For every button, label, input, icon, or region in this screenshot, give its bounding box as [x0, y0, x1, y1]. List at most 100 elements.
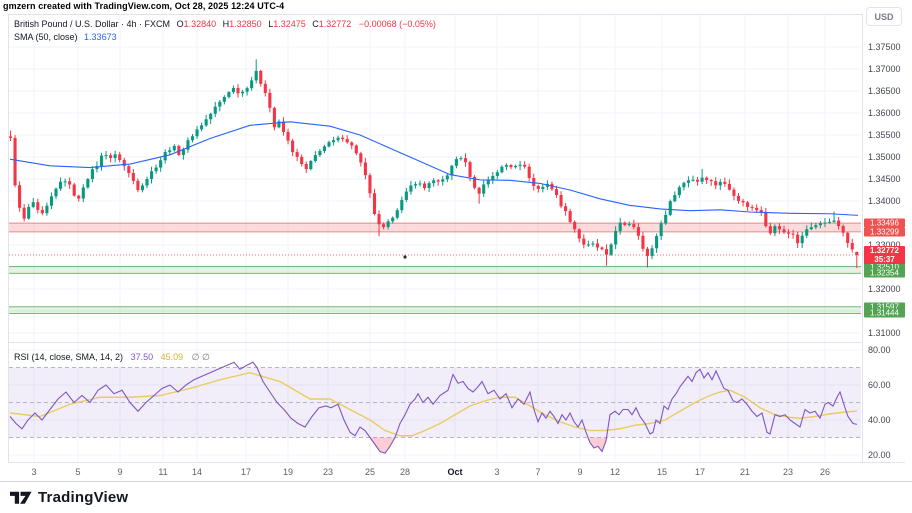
- candle: [268, 92, 272, 108]
- candle: [200, 125, 204, 130]
- time-axis[interactable]: 3 5 9 11 14 17 19 23 25 28 Oct 3 7 9 12 15 17 21 23 26: [8, 462, 905, 480]
- candle: [368, 175, 372, 194]
- candle: [459, 158, 463, 160]
- date-tick-label: Oct: [447, 467, 463, 477]
- ohlc-low-value: 1.32475: [273, 19, 306, 29]
- candle: [577, 229, 581, 239]
- currency-toggle-button[interactable]: USD: [866, 7, 902, 26]
- candle: [573, 221, 577, 230]
- candle: [645, 248, 650, 256]
- candle: [318, 151, 322, 156]
- candle: [327, 142, 331, 147]
- candle: [500, 166, 504, 173]
- candle: [714, 181, 718, 186]
- symbol-legend-row: British Pound / U.S. Dollar · 4h · FXCM …: [14, 18, 436, 30]
- candle: [691, 179, 695, 181]
- price-zones: [9, 222, 861, 314]
- price-tick-label: 1.34000: [868, 196, 901, 206]
- date-tick-label: 19: [282, 467, 294, 477]
- date-tick-label: 17: [694, 467, 706, 477]
- price-tick-label: 1.31000: [868, 328, 901, 338]
- candle: [81, 187, 85, 199]
- candle: [636, 227, 640, 236]
- candle: [181, 149, 185, 155]
- rsi-legend: RSI (14, close, SMA, 14, 2) 37.50 45.09 …: [14, 352, 210, 363]
- price-level-badge: 1.31444: [864, 308, 905, 318]
- candle: [664, 214, 668, 224]
- candle: [668, 201, 672, 215]
- symbol-legend: British Pound / U.S. Dollar · 4h · FXCM …: [14, 18, 436, 44]
- candle: [495, 172, 499, 176]
- price-level-badge: 1.32510: [864, 262, 905, 272]
- price-level-badge: 1.31597: [864, 302, 905, 312]
- candle: [386, 221, 390, 228]
- candle: [272, 107, 276, 128]
- candle: [841, 226, 845, 233]
- change-value: −0.00068 (−0.05%): [358, 19, 436, 29]
- ohlc-low-label: L: [268, 19, 274, 29]
- resistance-zone: [9, 223, 861, 232]
- price-level-badge: 1.32354: [864, 268, 905, 278]
- candle: [159, 160, 163, 168]
- candle: [837, 220, 841, 227]
- tradingview-logo-icon: [10, 491, 32, 504]
- candle: [31, 202, 35, 207]
- ohlc-high-value: 1.32850: [229, 19, 262, 29]
- candle: [122, 160, 126, 167]
- candle: [40, 209, 44, 214]
- candle: [436, 180, 440, 182]
- candle: [427, 183, 431, 189]
- price-tick-label: 1.35500: [868, 130, 901, 140]
- candle: [9, 136, 13, 138]
- candle: [473, 176, 477, 188]
- candle: [236, 88, 240, 94]
- candle: [759, 210, 763, 213]
- candle: [313, 155, 317, 162]
- price-tick-label: 1.37000: [868, 64, 901, 74]
- candle: [49, 196, 53, 206]
- candle: [732, 189, 736, 196]
- date-tick-label: 26: [819, 467, 831, 477]
- candle: [755, 207, 759, 211]
- candle: [491, 175, 495, 181]
- candle: [341, 137, 345, 140]
- candle: [218, 101, 222, 107]
- candle: [641, 235, 645, 249]
- candle: [673, 195, 677, 202]
- candle: [705, 177, 709, 181]
- candle: [650, 248, 654, 256]
- candle: [855, 252, 859, 256]
- date-tick-label: 5: [75, 467, 81, 477]
- date-tick-label: 25: [364, 467, 376, 477]
- price-axis[interactable]: 1.37500 1.37000 1.36500 1.36000 1.35500 1.350…: [862, 14, 905, 462]
- candle: [564, 206, 568, 212]
- candle: [72, 184, 76, 196]
- date-tick-label: 28: [399, 467, 411, 477]
- candle: [118, 154, 122, 161]
- candle: [154, 167, 158, 172]
- price-tick-label: 1.35000: [868, 152, 901, 162]
- rsi-tick-label: 40.00: [868, 415, 891, 425]
- price-tick-label: 1.32000: [868, 284, 901, 294]
- candle: [413, 184, 417, 186]
- rsi-ma-value: 45.09: [160, 352, 184, 362]
- date-tick-label: 17: [240, 467, 252, 477]
- candle: [850, 243, 854, 250]
- candle: [818, 223, 822, 226]
- sma-50-line: [9, 121, 859, 216]
- candle: [195, 129, 199, 137]
- candle: [655, 236, 659, 249]
- candle: [254, 70, 258, 81]
- candle: [750, 206, 754, 208]
- candle: [568, 211, 572, 222]
- candle: [791, 233, 795, 235]
- rsi-pane: [9, 361, 861, 454]
- candle: [382, 224, 386, 228]
- candle: [86, 179, 90, 188]
- candle: [145, 179, 149, 186]
- candle: [768, 226, 772, 234]
- candle: [809, 227, 813, 230]
- candle: [800, 235, 804, 244]
- tradingview-brand-link[interactable]: TradingView: [10, 489, 128, 506]
